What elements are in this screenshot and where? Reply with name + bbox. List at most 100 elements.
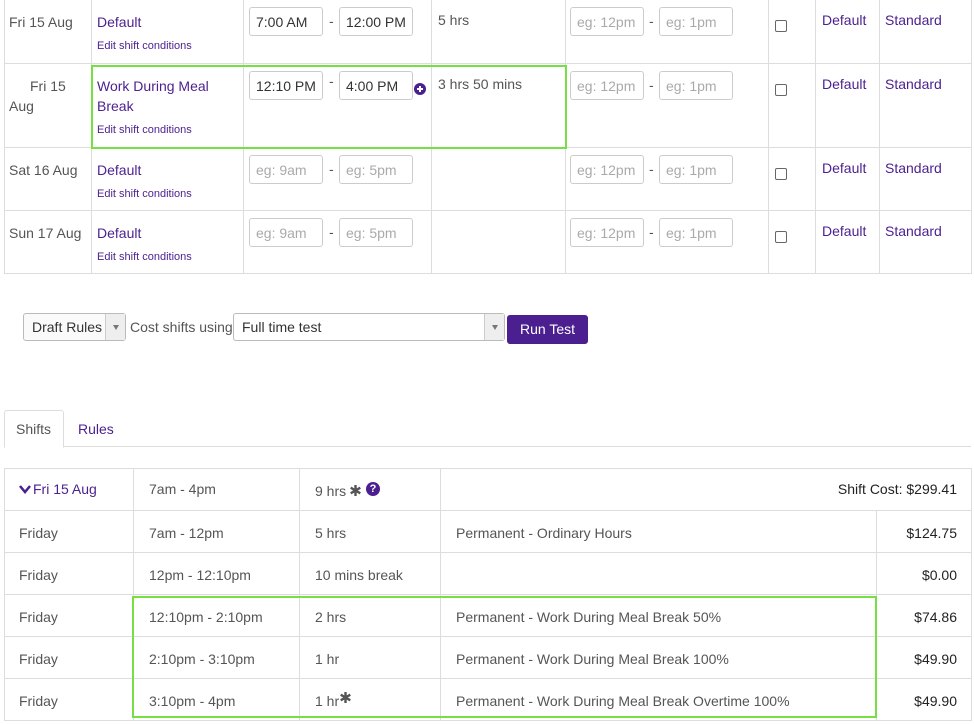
- time-input[interactable]: eg: 1pm: [659, 218, 733, 247]
- tab-label[interactable]: Rules: [78, 421, 114, 437]
- table-cell: [768, 0, 816, 64]
- time-input[interactable]: 12:00 PM: [339, 7, 413, 36]
- pay-type-link[interactable]: Standard: [885, 12, 942, 28]
- asterisk-icon: [339, 691, 352, 707]
- time-input[interactable]: 7:00 AM: [249, 7, 323, 36]
- tab-active[interactable]: [4, 410, 64, 448]
- select-arrow: [484, 314, 504, 340]
- result-description: Permanent - Work During Meal Break 50%: [456, 609, 722, 625]
- checkbox[interactable]: [775, 84, 787, 96]
- result-day: Friday: [19, 525, 58, 541]
- pay-type-link[interactable]: Standard: [885, 76, 942, 92]
- result-cost: $124.75: [906, 525, 957, 541]
- shift-cost: Shift Cost: $299.41: [837, 481, 957, 497]
- result-date[interactable]: Fri 15 Aug: [33, 481, 97, 497]
- table-cell: [879, 0, 972, 64]
- result-day: Friday: [19, 693, 58, 709]
- time-input[interactable]: eg: 1pm: [659, 7, 733, 36]
- tab-label[interactable]: Shifts: [16, 421, 52, 437]
- table-cell: [879, 147, 972, 211]
- range-dash: -: [329, 13, 334, 29]
- time-input[interactable]: eg: 12pm: [570, 71, 644, 100]
- checkbox[interactable]: [775, 231, 787, 243]
- shift-type-link[interactable]: Default: [97, 225, 142, 241]
- time-input[interactable]: 4:00 PM: [339, 71, 413, 100]
- result-cost: $74.86: [914, 609, 957, 625]
- time-input[interactable]: 12:10 PM: [249, 71, 323, 100]
- time-input[interactable]: eg: 12pm: [570, 155, 644, 184]
- cost-label: Cost shifts using: [130, 319, 233, 335]
- help-icon[interactable]: ?: [366, 482, 380, 496]
- chevron: [18, 482, 34, 498]
- highlight-box: [132, 596, 877, 718]
- arrow-glyph: [113, 325, 119, 330]
- asterisk-glyph: [350, 485, 361, 496]
- time-input[interactable]: eg: 9am: [249, 155, 323, 184]
- table-cell: [431, 0, 566, 64]
- cost-select[interactable]: [233, 313, 505, 341]
- result-time: 12:10pm - 2:10pm: [149, 609, 263, 625]
- shift-type-link[interactable]: Default: [97, 14, 142, 30]
- edit-conditions-link[interactable]: Edit shift conditions: [97, 40, 192, 52]
- table-cell: [440, 552, 877, 595]
- result-day: Friday: [19, 567, 58, 583]
- plus-glyph: [417, 86, 423, 92]
- checkbox[interactable]: [775, 168, 787, 180]
- cost-type-link[interactable]: Default: [822, 223, 867, 239]
- shift-date: Fri 15 Aug: [9, 14, 73, 30]
- result-description: Permanent - Work During Meal Break Overt…: [456, 693, 790, 709]
- result-time: 2:10pm - 3:10pm: [149, 651, 255, 667]
- chevron-glyph: [19, 485, 31, 494]
- range-dash: -: [649, 161, 654, 177]
- checkbox[interactable]: [775, 20, 787, 32]
- time-input[interactable]: eg: 5pm: [339, 155, 413, 184]
- shift-type-link[interactable]: Work During Meal Break: [97, 78, 209, 114]
- cost-select-text: Full time test: [242, 319, 322, 335]
- tab-bar-line: [4, 446, 971, 447]
- result-duration: 1 hr: [315, 693, 340, 709]
- result-cost: $49.90: [914, 693, 957, 709]
- time-input[interactable]: eg: 12pm: [570, 218, 644, 247]
- edit-conditions-link[interactable]: Edit shift conditions: [97, 251, 192, 263]
- table-cell: [815, 147, 880, 211]
- time-input[interactable]: eg: 5pm: [339, 218, 413, 247]
- table-cell: [815, 210, 880, 274]
- edit-conditions-link[interactable]: Edit shift conditions: [97, 188, 192, 200]
- shift-date: Sat 16 Aug: [9, 162, 78, 178]
- run-test-button[interactable]: Run Test: [507, 315, 588, 344]
- range-dash: -: [649, 77, 654, 93]
- table-cell: [4, 0, 92, 64]
- range-dash: -: [649, 224, 654, 240]
- table-cell: [768, 63, 816, 148]
- shift-type-link[interactable]: Default: [97, 162, 142, 178]
- result-duration: 1 hr: [315, 651, 340, 667]
- time-input[interactable]: eg: 9am: [249, 218, 323, 247]
- time-input[interactable]: eg: 1pm: [659, 155, 733, 184]
- cost-type-link[interactable]: Default: [822, 160, 867, 176]
- result-time: 3:10pm - 4pm: [149, 693, 236, 709]
- result-duration: 9 hrs: [315, 483, 347, 499]
- table-cell: [91, 0, 244, 64]
- cost-type-link[interactable]: Default: [822, 12, 867, 28]
- add-icon[interactable]: [414, 83, 426, 95]
- time-input[interactable]: eg: 12pm: [570, 7, 644, 36]
- result-description: Permanent - Work During Meal Break 100%: [456, 651, 729, 667]
- time-input[interactable]: eg: 1pm: [659, 71, 733, 100]
- shift-hours: 5 hrs: [438, 12, 470, 28]
- shift-hours: 3 hrs 50 mins: [438, 76, 523, 92]
- asterisk-icon: [349, 484, 362, 500]
- pay-type-link[interactable]: Standard: [885, 223, 942, 239]
- result-time: 7am - 12pm: [149, 525, 224, 541]
- select-arrow: [105, 314, 125, 340]
- result-day: Friday: [19, 651, 58, 667]
- cost-type-link[interactable]: Default: [822, 76, 867, 92]
- arrow-glyph: [492, 325, 498, 330]
- pay-type-link[interactable]: Standard: [885, 160, 942, 176]
- range-dash: -: [649, 13, 654, 29]
- edit-conditions-link[interactable]: Edit shift conditions: [97, 124, 192, 136]
- table-cell: [815, 0, 880, 64]
- result-cost: $49.90: [914, 651, 957, 667]
- table-cell: [431, 147, 566, 211]
- range-dash: -: [329, 73, 334, 89]
